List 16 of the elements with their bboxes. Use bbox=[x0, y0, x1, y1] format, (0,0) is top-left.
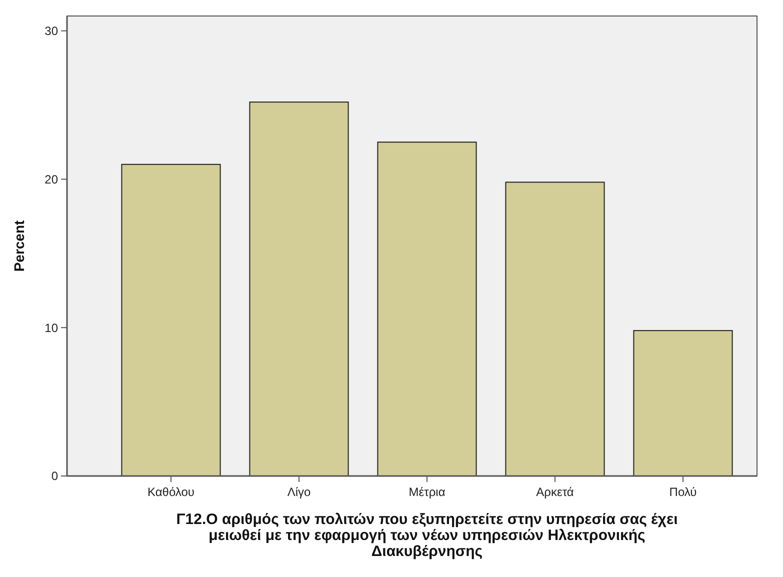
x-tick-label: Μέτρια bbox=[408, 485, 446, 499]
x-tick-label: Καθόλου bbox=[148, 485, 194, 499]
y-tick-label: 10 bbox=[44, 320, 58, 335]
y-tick-label: 30 bbox=[44, 24, 58, 38]
y-axis-title: Percent bbox=[11, 220, 27, 272]
bar bbox=[121, 164, 221, 476]
y-tick-label: 0 bbox=[51, 469, 58, 484]
bar bbox=[377, 142, 477, 476]
x-axis-title: Γ12.Ο αριθμός των πολιτών που εξυπηρετείτε στην υπηρεσία σας έχει μειωθεί με την εφαρμογή των νέων υπηρεσιών Ηλεκτρονικής Διακυβέρνησης bbox=[176, 511, 678, 560]
x-tick-label: Αρκετά bbox=[536, 485, 574, 499]
bar bbox=[249, 102, 349, 476]
x-tick-label: Πολύ bbox=[669, 485, 697, 499]
bar bbox=[633, 330, 733, 476]
x-tick-label: Λίγο bbox=[287, 485, 311, 499]
bar bbox=[505, 182, 605, 476]
y-tick-label: 20 bbox=[44, 172, 58, 186]
